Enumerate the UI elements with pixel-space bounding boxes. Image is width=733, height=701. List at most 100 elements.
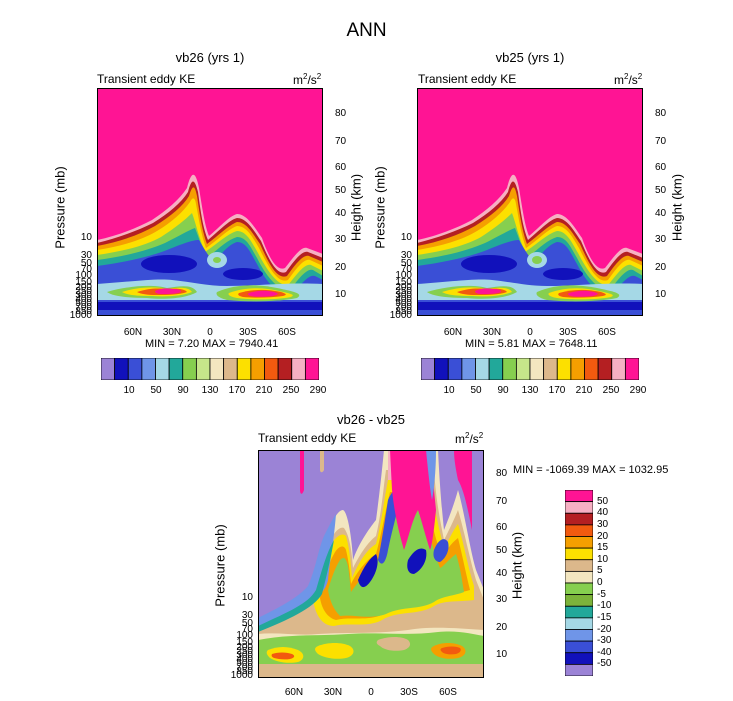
p3-cb-label: -50 [597, 658, 612, 670]
colorbar-swatch [565, 617, 593, 630]
p3-ptick-70: 70 [241, 624, 253, 635]
p3-cb-label: -20 [597, 623, 612, 635]
colorbar-swatch [624, 358, 639, 380]
colorbar-swatch [611, 358, 626, 380]
colorbar-swatch [101, 358, 116, 380]
p3-level-blue-right [433, 539, 449, 562]
p1-ptick-10: 10 [80, 232, 92, 243]
p3-cb-label: 40 [597, 507, 609, 519]
p1-ptick-300: 300 [75, 290, 92, 301]
p1-lat-0: 0 [207, 327, 213, 338]
p3-ptick-250: 250 [236, 646, 253, 657]
p3-low-red-left [271, 652, 295, 660]
p2-lat-60N: 60N [443, 327, 463, 338]
p2-ptick-10: 10 [400, 232, 412, 243]
p1-htick-50: 50 [335, 185, 347, 196]
p1-ptick-700: 700 [75, 302, 92, 313]
p1-lat-30S: 30S [239, 327, 257, 338]
p1-cb-250: 250 [282, 385, 300, 396]
p3-htick-20: 20 [496, 622, 508, 633]
p2-lat-0: 0 [527, 327, 533, 338]
panel1-plot [97, 88, 323, 316]
p2-colorbar-swatches [421, 358, 639, 380]
colorbar-swatch [475, 358, 490, 380]
p2-ptick-300: 300 [395, 290, 412, 301]
p3-ptick-700: 700 [236, 662, 253, 673]
panel3-subtitle: Transient eddy KE [258, 431, 357, 445]
p1-cb-50: 50 [150, 385, 162, 396]
p1-htick-80: 80 [335, 108, 347, 119]
p3-ptick-1000: 1000 [230, 670, 253, 681]
p1-htick-20: 20 [335, 262, 347, 273]
p2-ptick-50: 50 [400, 258, 412, 269]
p2-level-darkblue-right [543, 268, 583, 280]
colorbar-swatch [565, 663, 593, 676]
colorbar-swatch [565, 629, 593, 642]
panel2-title: vb25 (yrs 1) [495, 50, 565, 65]
p2-cb-210: 210 [575, 385, 593, 396]
p2-cb-50: 50 [470, 385, 482, 396]
panel2-units: m2/s2 [614, 72, 643, 87]
colorbar-swatch [304, 358, 319, 380]
p3-cb-label: 0 [597, 577, 603, 588]
p3-level-blue-top [426, 450, 436, 500]
panel2-plot [417, 88, 643, 316]
p1-cb-130: 130 [201, 385, 219, 396]
colorbar-swatch [277, 358, 293, 380]
p2-htick-10: 10 [655, 289, 667, 300]
p1-ptick-100: 100 [75, 270, 92, 281]
colorbar-swatch [565, 501, 593, 514]
p3-lat-30N: 30N [323, 687, 343, 698]
p1-htick-10: 10 [335, 289, 347, 300]
colorbar-swatch [515, 358, 531, 380]
p3-cb-label: -5 [597, 588, 606, 600]
main-title: ANN [346, 20, 387, 41]
colorbar-swatch [291, 358, 306, 380]
colorbar-swatch [565, 652, 593, 665]
p2-htick-50: 50 [655, 185, 667, 196]
p2-level-surface-low [417, 310, 643, 316]
p1-htick-70: 70 [335, 136, 347, 147]
panel2-subtitle: Transient eddy KE [418, 72, 517, 86]
p3-ptick-10: 10 [241, 592, 253, 603]
p3-level-teal-left [258, 540, 334, 632]
p1-cb-170: 170 [228, 385, 246, 396]
p3-htick-30: 30 [496, 594, 508, 605]
panel3-contours [258, 450, 484, 678]
p2-ptick-850: 850 [395, 306, 412, 317]
colorbar-swatch [565, 547, 593, 561]
p1-level-darkblue-left [141, 255, 197, 273]
p3-cb-label: -30 [597, 635, 612, 647]
colorbar-swatch [584, 358, 599, 380]
p1-ptick-500: 500 [75, 298, 92, 309]
colorbar-swatch [565, 570, 593, 584]
panel3-plot [258, 450, 484, 678]
colorbar-swatch [565, 582, 593, 596]
p2-htick-40: 40 [655, 208, 667, 219]
p3-ptick-400: 400 [236, 654, 253, 665]
p1-ptick-250: 250 [75, 286, 92, 297]
p3-htick-40: 40 [496, 568, 508, 579]
colorbar-swatch [597, 358, 613, 380]
p2-colorbar [421, 358, 639, 380]
colorbar-swatch [565, 594, 593, 607]
colorbar-swatch [556, 358, 572, 380]
p3-lat-0: 0 [368, 687, 374, 698]
colorbar-swatch [565, 524, 593, 537]
p3-cb-label: 5 [597, 565, 603, 577]
p3-ptick-850: 850 [236, 666, 253, 677]
p1-ptick-200: 200 [75, 282, 92, 293]
colorbar-swatch [565, 512, 593, 526]
p2-ptick-70: 70 [400, 264, 412, 275]
p2-cb-170: 170 [548, 385, 566, 396]
colorbar-swatch [114, 358, 129, 380]
colorbar-swatch [543, 358, 558, 380]
panel2-frame [417, 88, 643, 316]
colorbar-swatch [168, 358, 184, 380]
p1-ptick-50: 50 [80, 258, 92, 269]
p1-jet-left-core [155, 288, 181, 294]
p2-htick-60: 60 [655, 162, 667, 173]
p2-cb-10: 10 [443, 385, 455, 396]
colorbar-swatch [421, 358, 436, 380]
p2-htick-80: 80 [655, 108, 667, 119]
